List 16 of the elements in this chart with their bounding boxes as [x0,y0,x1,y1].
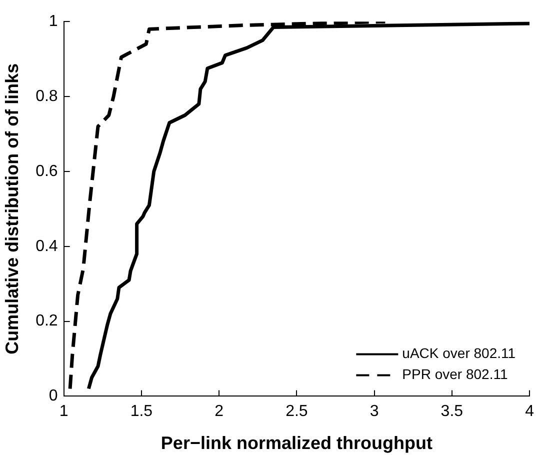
legend-label: PPR over 802.11 [402,366,508,382]
y-tick-label: 0 [48,388,58,405]
x-tick-label: 3 [370,403,379,420]
y-tick-label: 0.8 [36,88,58,105]
x-tick-label: 2 [214,403,224,420]
x-axis-title: Per−link normalized throughput [160,433,432,454]
x-tick-label: 2.5 [286,403,308,420]
y-tick-label: 0.4 [36,238,58,255]
y-tick-label: 1 [48,13,58,30]
y-tick-label: 0.2 [36,312,58,330]
x-tick-label: 1.5 [130,403,153,420]
x-tick-label: 4 [525,403,534,420]
y-axis-title: Cumulative distribution of of links [2,63,22,354]
legend-label: uACK over 802.11 [402,345,516,362]
y-tick-label: 0.6 [36,162,58,180]
x-tick-label: 3.5 [440,403,464,420]
